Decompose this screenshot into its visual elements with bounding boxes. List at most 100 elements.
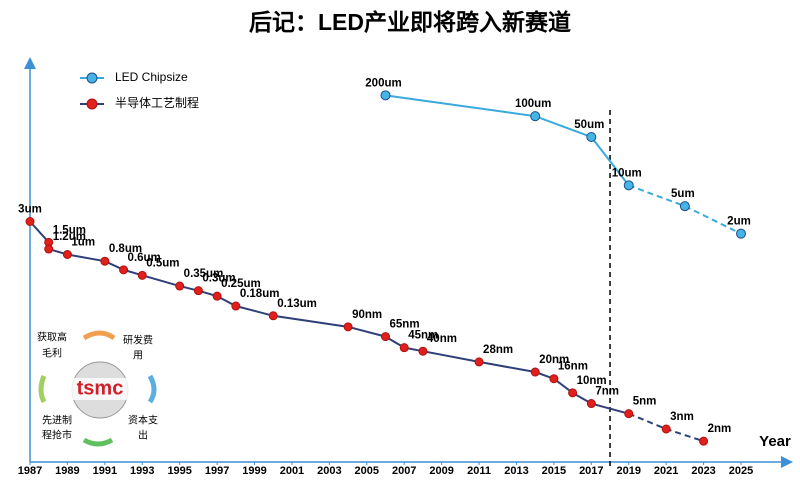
data-point xyxy=(661,424,671,434)
data-point xyxy=(62,250,72,259)
data-label: 2um xyxy=(727,216,751,228)
cycle-text: 程抢市 xyxy=(42,429,72,442)
data-point xyxy=(530,367,540,377)
data-point xyxy=(44,244,54,254)
data-point xyxy=(193,286,203,296)
chart-title: 后记：LED产业即将跨入新赛道 xyxy=(249,9,571,35)
data-label: 40nm xyxy=(427,333,457,345)
logo-band xyxy=(70,378,130,400)
data-point xyxy=(699,436,709,446)
data-label: 10nm xyxy=(577,375,607,387)
x-tick-label: 2005 xyxy=(355,465,379,477)
data-label: 0.5um xyxy=(146,257,179,269)
legend-label: LED Chipsize xyxy=(115,70,188,84)
x-tick-label: 1999 xyxy=(242,465,266,477)
x-axis-label: Year xyxy=(759,433,791,450)
series-line xyxy=(29,220,629,415)
x-tick-label: 1987 xyxy=(18,465,42,477)
x-tick-label: 2011 xyxy=(467,465,491,477)
data-label: 1um xyxy=(71,237,95,249)
legend-label: 半导体工艺制程 xyxy=(115,95,199,110)
cycle-text: 先进制 xyxy=(42,414,72,427)
cycle-arrow xyxy=(147,374,157,404)
cycle-text: 毛利 xyxy=(42,348,62,360)
data-point xyxy=(381,332,390,342)
data-point xyxy=(380,90,391,101)
cycle-text: 用 xyxy=(133,351,143,362)
x-tick-label: 2023 xyxy=(691,465,715,477)
data-point xyxy=(399,343,409,353)
x-tick-label: 2025 xyxy=(729,465,753,477)
data-label: 90nm xyxy=(352,309,382,321)
x-tick-label: 2019 xyxy=(616,465,640,477)
data-label: 2nm xyxy=(708,423,732,435)
data-label: 0.25um xyxy=(221,278,261,290)
data-label: 16nm xyxy=(558,361,588,373)
logo-text: tsmc xyxy=(77,377,124,399)
legend-marker xyxy=(86,98,98,110)
x-tick-label: 1995 xyxy=(167,465,191,477)
data-point xyxy=(268,311,278,321)
cycle-arrow xyxy=(82,330,116,341)
data-label: 65nm xyxy=(390,319,420,331)
data-label: 3nm xyxy=(670,411,694,423)
data-point xyxy=(137,270,147,280)
data-label: 50um xyxy=(574,119,604,131)
series-line xyxy=(385,94,630,186)
x-tick-label: 2009 xyxy=(429,465,453,477)
data-label: 5um xyxy=(671,188,695,200)
cycle-arrow xyxy=(38,375,47,404)
data-point xyxy=(586,131,597,142)
x-tick-label: 1991 xyxy=(93,465,117,477)
data-label: 7nm xyxy=(595,386,619,398)
x-tick-label: 2003 xyxy=(317,465,341,477)
data-point xyxy=(736,228,746,239)
x-tick-label: 1989 xyxy=(55,465,79,477)
data-point xyxy=(549,374,559,384)
x-tick-label: 2007 xyxy=(392,465,416,477)
x-tick-label: 2013 xyxy=(504,465,528,477)
x-tick-label: 2017 xyxy=(579,465,603,477)
data-point xyxy=(530,111,541,122)
data-point xyxy=(568,388,578,398)
data-label: 0.18um xyxy=(240,288,280,300)
data-label: 0.35um xyxy=(184,268,224,280)
legend-marker xyxy=(86,72,98,84)
cycle-text: 出 xyxy=(138,429,148,442)
data-label: 100um xyxy=(515,98,551,110)
cycle-arrow xyxy=(82,437,114,447)
data-label: 0.13um xyxy=(277,298,317,310)
x-tick-label: 1997 xyxy=(205,465,229,477)
data-point xyxy=(119,265,129,275)
cycle-text: 获取高 xyxy=(37,331,67,344)
data-label: 1.2um xyxy=(53,231,86,243)
data-label: 3um xyxy=(18,204,42,216)
data-label: 0.6um xyxy=(128,252,161,264)
data-point xyxy=(418,346,428,356)
data-point xyxy=(25,216,35,226)
data-label: 45nm xyxy=(408,330,438,342)
series-line xyxy=(628,184,742,235)
data-label: 28nm xyxy=(483,344,513,356)
data-point xyxy=(624,409,634,419)
data-label: 0.3um xyxy=(202,273,235,285)
data-label: 0.8um xyxy=(109,243,142,255)
tsmc-inset: tsmc 获取高 毛利 研发费 用 资本支 出 先进制 程抢市 xyxy=(37,330,158,447)
x-tick-label: 2001 xyxy=(280,465,304,477)
x-tick-label: 2021 xyxy=(654,465,678,477)
data-point xyxy=(679,201,690,212)
data-point xyxy=(586,399,596,409)
data-point xyxy=(212,291,222,301)
data-point xyxy=(175,281,185,291)
data-point xyxy=(623,180,634,191)
x-tick-label: 1993 xyxy=(130,465,154,477)
data-point xyxy=(231,301,241,311)
cycle-text: 资本支 xyxy=(128,414,158,427)
data-point xyxy=(100,256,110,266)
data-label: 20nm xyxy=(539,354,569,366)
data-label: 5nm xyxy=(633,396,657,408)
x-tick-label: 2015 xyxy=(542,465,566,477)
data-label: 10um xyxy=(612,167,642,179)
